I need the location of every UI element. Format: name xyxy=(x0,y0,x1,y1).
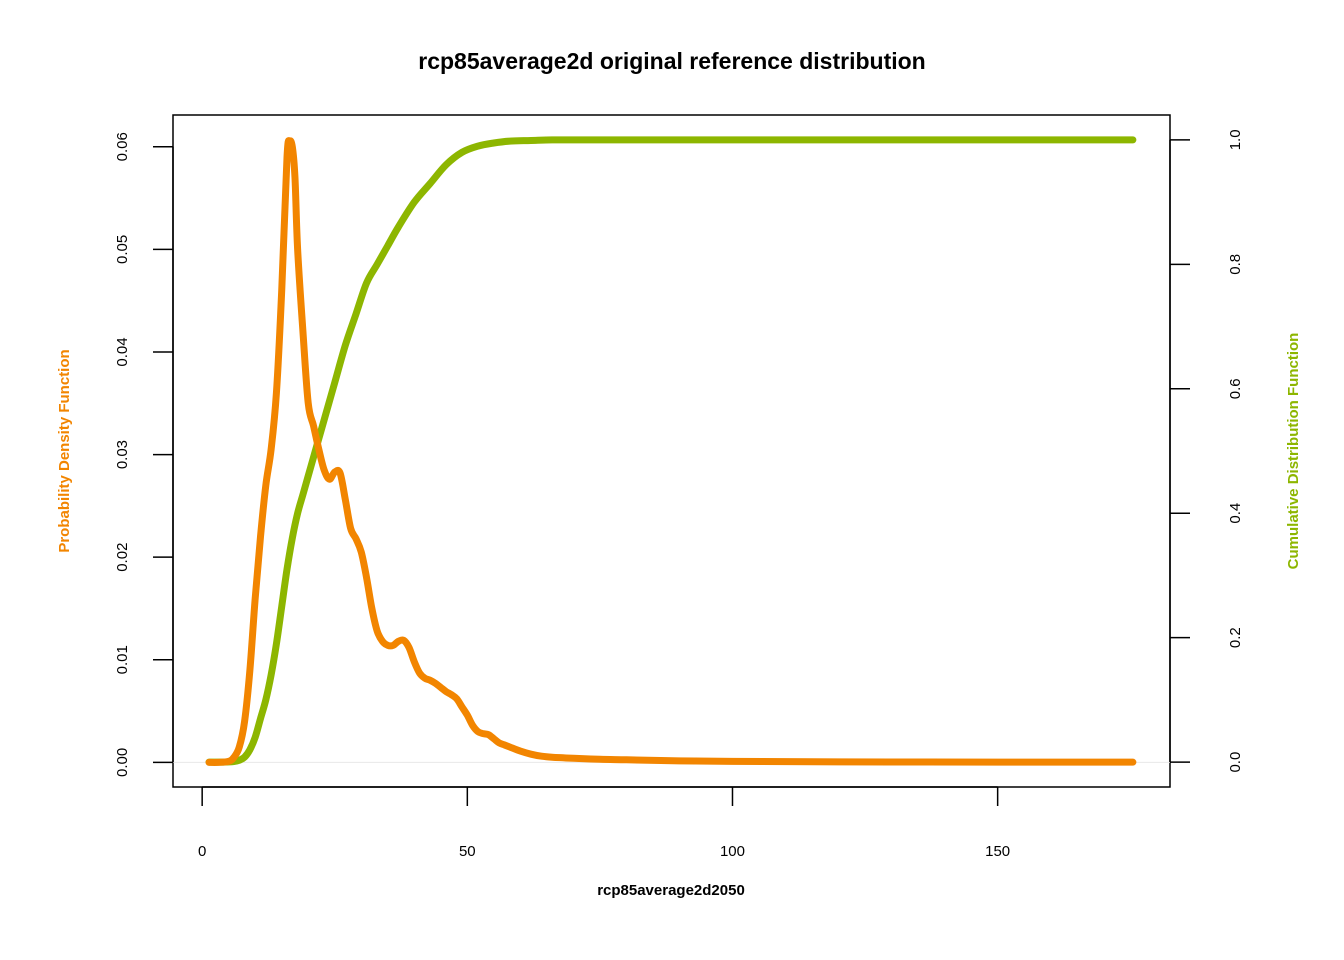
y-right-tick-label: 0.2 xyxy=(1227,627,1244,648)
y-right-tick-label: 0.0 xyxy=(1227,752,1244,773)
y-left-tick-label: 0.03 xyxy=(114,440,131,469)
y-left-tick-label: 0.06 xyxy=(114,132,131,161)
y-axis-left-label: Probability Density Function xyxy=(56,349,73,552)
y-right-tick-label: 0.4 xyxy=(1227,503,1244,524)
series-layer xyxy=(205,136,1137,766)
x-tick-label: 100 xyxy=(720,843,745,860)
cdf-series-line xyxy=(205,136,1137,766)
y-left-tick-label: 0.05 xyxy=(114,235,131,264)
y-right-tick-label: 0.8 xyxy=(1227,254,1244,275)
y-left-tick-label: 0.00 xyxy=(114,748,131,777)
chart-title: rcp85average2d original reference distri… xyxy=(418,48,925,74)
x-tick-label: 50 xyxy=(459,843,476,860)
y-axis-right-label: Cumulative Distribution Function xyxy=(1285,333,1302,570)
y-left-tick-label: 0.02 xyxy=(114,543,131,572)
pdf-series-line xyxy=(205,137,1137,766)
y-right-tick-label: 0.6 xyxy=(1227,378,1244,399)
x-axis: 0 50 100 150 xyxy=(198,786,1010,860)
y-axis-left: 0.00 0.01 0.02 0.03 0.04 0.05 0.06 xyxy=(114,132,174,777)
y-right-tick-label: 1.0 xyxy=(1227,129,1244,150)
y-left-tick-label: 0.01 xyxy=(114,645,131,674)
x-tick-label: 0 xyxy=(198,843,206,860)
y-axis-right: 0.0 0.2 0.4 0.6 0.8 1.0 xyxy=(1169,129,1244,773)
x-axis-label: rcp85average2d2050 xyxy=(597,882,745,899)
y-left-tick-label: 0.04 xyxy=(114,337,131,366)
x-tick-label: 150 xyxy=(985,843,1010,860)
